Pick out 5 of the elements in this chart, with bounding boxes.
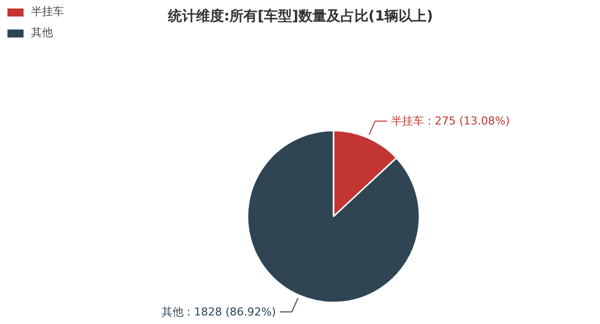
chart-title: 统计维度:所有[车型]数量及占比(1辆以上) [167,8,433,24]
legend-label: 其他 [31,25,53,40]
data-label: 其他 : 1828 (86.92%) [161,305,276,318]
data-label: 半挂车 : 275 (13.08%) [391,114,510,128]
legend-label: 半挂车 [31,4,64,19]
